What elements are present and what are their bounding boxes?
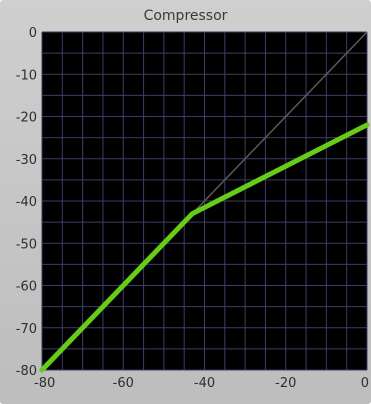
x-tick-label: -20 [275, 376, 296, 391]
panel-title: Compressor [143, 8, 228, 24]
x-tick-label: -40 [194, 376, 215, 391]
y-tick-label: 0 [29, 26, 37, 41]
y-tick-label: -20 [16, 111, 37, 126]
grid-lines [41, 31, 368, 371]
y-tick-label: -40 [16, 195, 37, 210]
x-tick-label: 0 [361, 376, 369, 391]
x-axis-ticks: -80 -60 -40 -20 0 [34, 376, 369, 391]
y-axis-ticks: 0 -10 -20 -30 -40 -50 -60 -70 -80 [16, 26, 37, 379]
y-tick-label: -60 [16, 280, 37, 295]
x-tick-label: -80 [34, 376, 55, 391]
compression-curve[interactable] [39, 122, 370, 373]
y-tick-label: -50 [16, 237, 37, 252]
y-tick-label: -70 [16, 322, 37, 337]
x-tick-label: -60 [113, 376, 134, 391]
y-tick-label: -80 [16, 364, 37, 379]
y-tick-label: -30 [16, 153, 37, 168]
y-tick-label: -10 [16, 68, 37, 83]
